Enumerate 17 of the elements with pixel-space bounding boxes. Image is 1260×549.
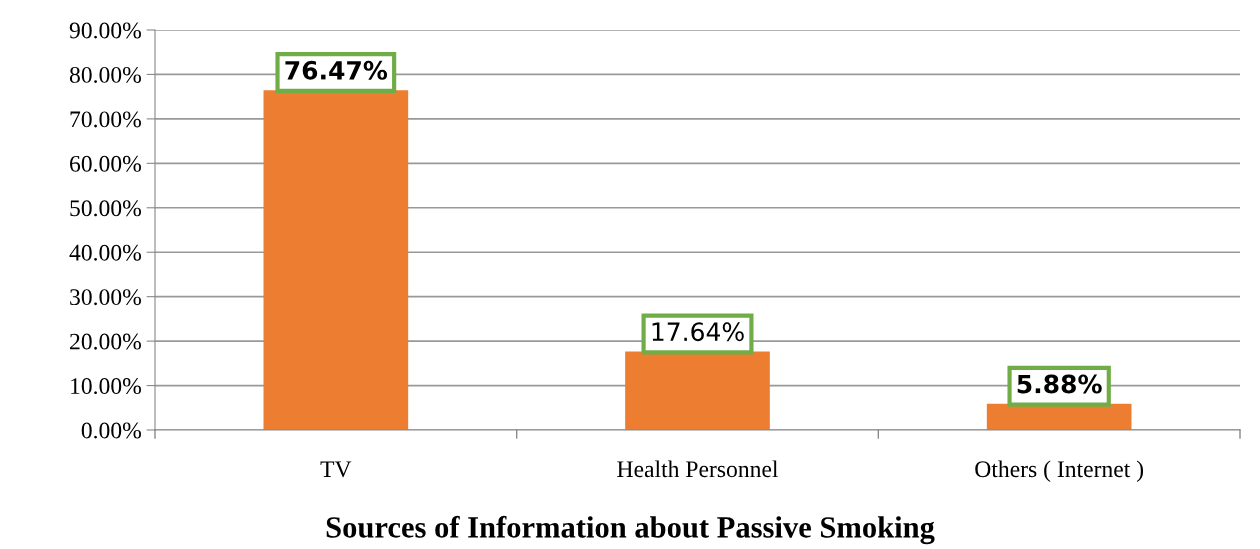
y-tick-label: 30.00% xyxy=(70,289,141,306)
data-label: 76.47% xyxy=(285,60,388,80)
data-label: 5.88% xyxy=(1017,374,1102,394)
x-tick-label: Others ( Internet ) xyxy=(975,460,1144,482)
text: Sources of Information about Passive Smoking xyxy=(326,515,935,545)
x-tick-label: Health Personnel xyxy=(617,460,778,478)
y-tick-label: 70.00% xyxy=(70,111,141,128)
y-tick-label: 80.00% xyxy=(69,66,141,83)
y-tick-label: 20.00% xyxy=(70,333,141,350)
y-tick-label: 50.00% xyxy=(70,200,141,217)
y-tick-label: 0.00% xyxy=(81,422,141,439)
data-label: 17.64% xyxy=(652,322,744,342)
y-tick-label: 90.00% xyxy=(69,22,141,39)
y-tick-label: 60.00% xyxy=(70,155,141,172)
y-tick-label: 10.00% xyxy=(71,378,141,395)
y-tick-label: 40.00% xyxy=(69,244,141,261)
x-tick-label: TV xyxy=(320,461,352,478)
